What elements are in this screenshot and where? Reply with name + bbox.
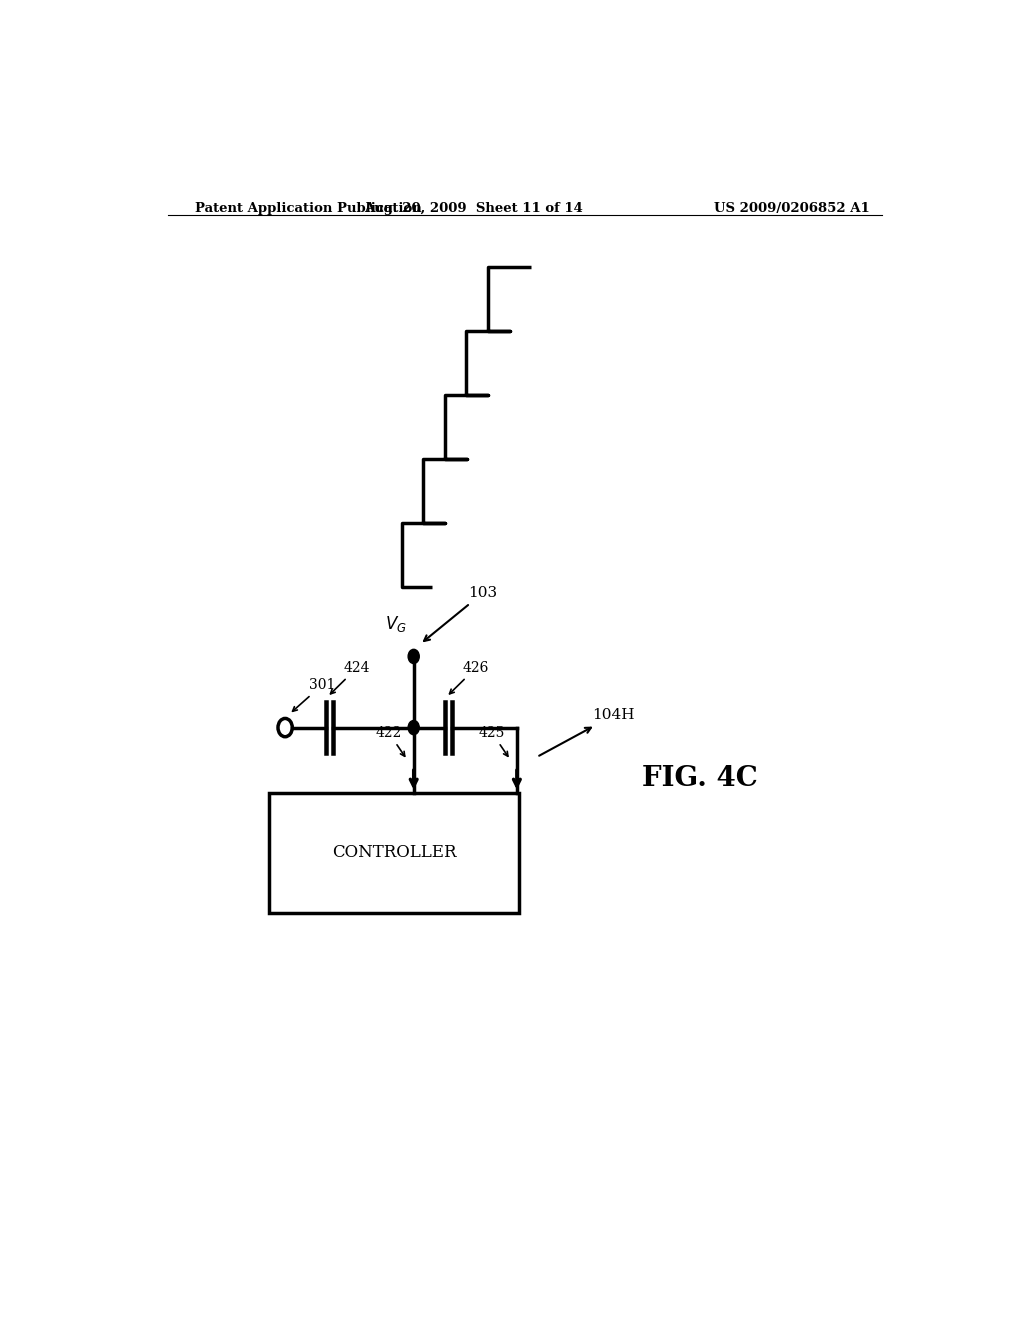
Text: US 2009/0206852 A1: US 2009/0206852 A1 (715, 202, 870, 215)
Circle shape (409, 649, 419, 664)
Text: Aug. 20, 2009  Sheet 11 of 14: Aug. 20, 2009 Sheet 11 of 14 (364, 202, 583, 215)
Text: Patent Application Publication: Patent Application Publication (196, 202, 422, 215)
Text: 424: 424 (331, 661, 371, 694)
Text: 425: 425 (479, 726, 508, 756)
Text: 103: 103 (424, 586, 497, 642)
Text: 104H: 104H (540, 709, 635, 756)
Text: $V_G$: $V_G$ (385, 614, 408, 634)
Bar (269, 792, 519, 912)
Circle shape (409, 721, 419, 735)
Text: 422: 422 (376, 726, 404, 756)
Text: 301: 301 (293, 678, 335, 711)
Text: 426: 426 (450, 661, 489, 694)
Text: CONTROLLER: CONTROLLER (332, 843, 457, 861)
Text: FIG. 4C: FIG. 4C (641, 764, 758, 792)
